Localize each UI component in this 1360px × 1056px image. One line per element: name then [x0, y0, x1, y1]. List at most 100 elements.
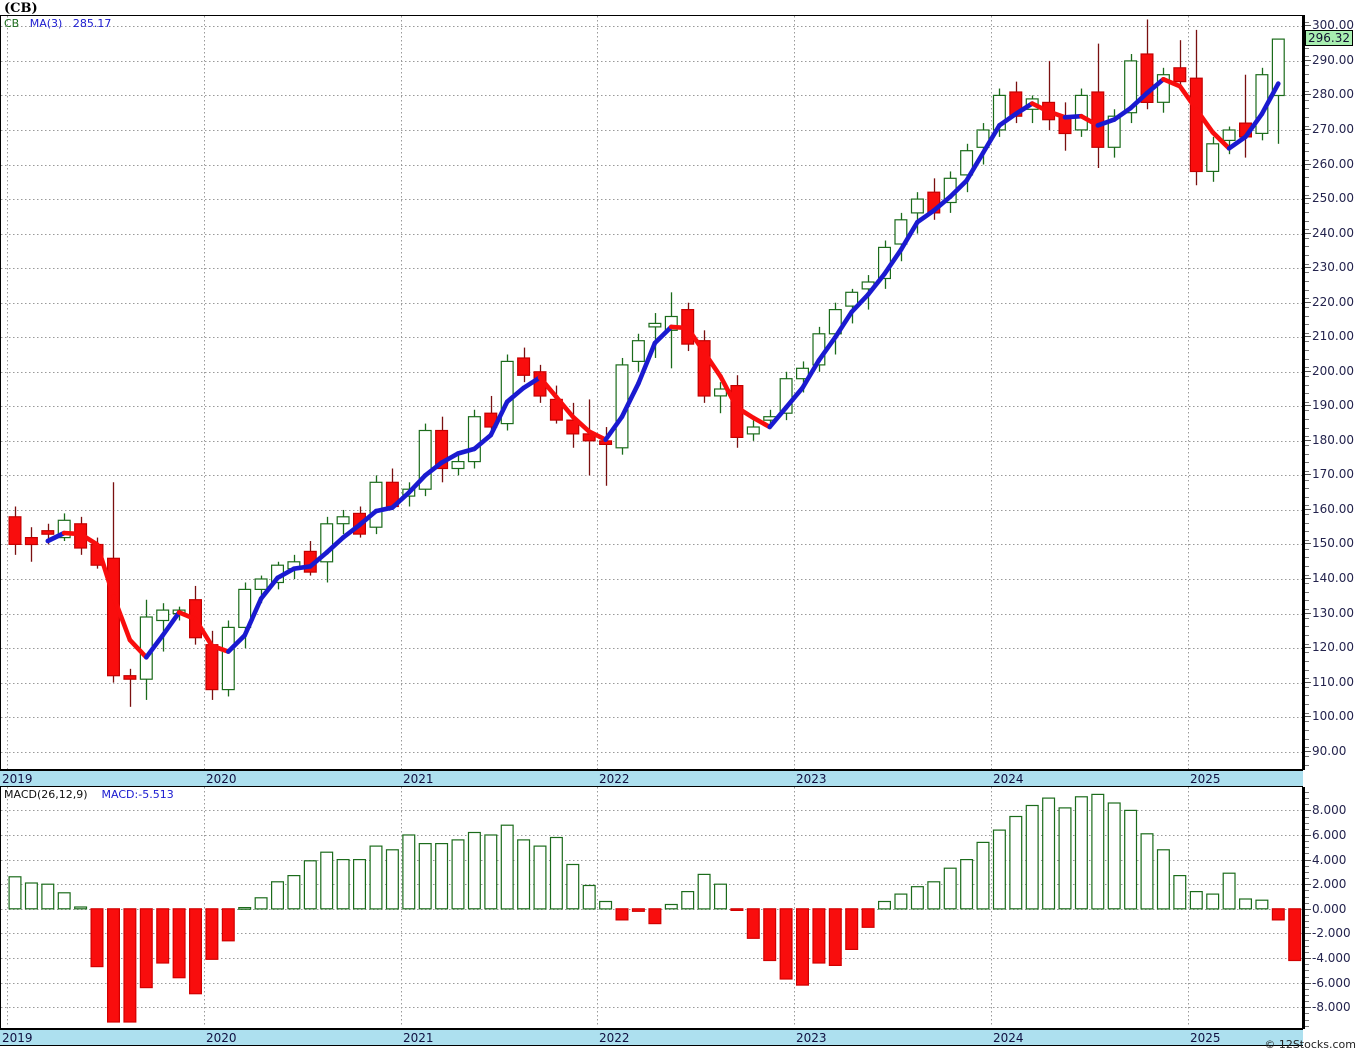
axis-minor-tick [1305, 1026, 1309, 1027]
date-axis-label: 2023 [796, 1031, 827, 1045]
axis-minor-tick [1305, 652, 1309, 653]
price-plot-area[interactable] [1, 16, 1302, 769]
axis-minor-tick [1305, 897, 1309, 898]
axis-minor-tick [1305, 540, 1309, 541]
date-axis-label: 2023 [796, 772, 827, 786]
axis-tick [1305, 302, 1311, 303]
date-axis-bottom: 2019 2020 2021 2022 2023 2024 2025 [0, 1029, 1303, 1046]
axis-tick [1305, 933, 1311, 934]
axis-tick [1305, 578, 1311, 579]
axis-minor-tick [1305, 592, 1309, 593]
axis-tick-label: 230.00 [1312, 260, 1354, 275]
axis-tick-label: -2.000 [1312, 926, 1351, 941]
axis-tick [1305, 810, 1311, 811]
axis-minor-tick [1305, 436, 1309, 437]
axis-tick [1305, 884, 1311, 885]
date-axis-label: 2022 [599, 1031, 630, 1045]
macd-chart-panel[interactable] [0, 787, 1303, 1029]
axis-tick-label: 100.00 [1312, 709, 1354, 724]
axis-tick-label: 300.00 [1312, 18, 1354, 33]
axis-tick-label: 170.00 [1312, 467, 1354, 482]
date-axis-label: 2020 [206, 1031, 237, 1045]
axis-tick-label: 120.00 [1312, 640, 1354, 655]
axis-tick [1305, 60, 1311, 61]
axis-minor-tick [1305, 108, 1309, 109]
axis-minor-tick [1305, 22, 1309, 23]
axis-minor-tick [1305, 995, 1309, 996]
axis-tick-label: -8.000 [1312, 1000, 1351, 1015]
date-axis-label: 2020 [206, 772, 237, 786]
axis-tick-label: 2.000 [1312, 877, 1347, 892]
axis-tick-label: 290.00 [1312, 52, 1354, 67]
axis-minor-tick [1305, 765, 1309, 766]
axis-minor-tick [1305, 927, 1309, 928]
axis-minor-tick [1305, 428, 1309, 429]
price-chart-panel[interactable] [0, 15, 1303, 770]
axis-minor-tick [1305, 618, 1309, 619]
axis-minor-tick [1305, 195, 1309, 196]
axis-minor-tick [1305, 480, 1309, 481]
axis-minor-tick [1305, 367, 1309, 368]
axis-minor-tick [1305, 290, 1309, 291]
axis-minor-tick [1305, 82, 1309, 83]
axis-tick [1305, 543, 1311, 544]
axis-minor-tick [1305, 575, 1309, 576]
axis-minor-tick [1305, 817, 1309, 818]
axis-minor-tick [1305, 695, 1309, 696]
axis-minor-tick [1305, 704, 1309, 705]
axis-minor-tick [1305, 65, 1309, 66]
axis-tick-label: 240.00 [1312, 225, 1354, 240]
axis-minor-tick [1305, 798, 1309, 799]
axis-minor-tick [1305, 169, 1309, 170]
axis-minor-tick [1305, 890, 1309, 891]
axis-minor-tick [1305, 272, 1309, 273]
axis-tick-label: 280.00 [1312, 87, 1354, 102]
axis-tick-label: 270.00 [1312, 121, 1354, 136]
date-axis-label: 2025 [1190, 1031, 1221, 1045]
axis-minor-tick [1305, 264, 1309, 265]
axis-minor-tick [1305, 946, 1309, 947]
axis-tick [1305, 336, 1311, 337]
axis-minor-tick [1305, 505, 1309, 506]
axis-minor-tick [1305, 626, 1309, 627]
axis-tick-label: 4.000 [1312, 852, 1347, 867]
axis-tick [1305, 440, 1311, 441]
axis-tick-label: 250.00 [1312, 191, 1354, 206]
axis-tick-label: 8.000 [1312, 803, 1347, 818]
date-axis-label: 2022 [599, 772, 630, 786]
axis-minor-tick [1305, 989, 1309, 990]
axis-tick-label: 160.00 [1312, 501, 1354, 516]
axis-minor-tick [1305, 445, 1309, 446]
axis-minor-tick [1305, 246, 1309, 247]
axis-tick [1305, 751, 1311, 752]
date-axis-label: 2019 [2, 772, 33, 786]
axis-minor-tick [1305, 385, 1309, 386]
axis-minor-tick [1305, 281, 1309, 282]
date-axis-label: 2019 [2, 1031, 33, 1045]
axis-minor-tick [1305, 117, 1309, 118]
axis-minor-tick [1305, 238, 1309, 239]
axis-minor-tick [1305, 792, 1309, 793]
axis-tick [1305, 94, 1311, 95]
axis-minor-tick [1305, 126, 1309, 127]
axis-minor-tick [1305, 151, 1309, 152]
axis-tick-label: 90.00 [1312, 743, 1347, 758]
axis-tick [1305, 129, 1311, 130]
axis-minor-tick [1305, 970, 1309, 971]
axis-minor-tick [1305, 514, 1309, 515]
axis-minor-tick [1305, 847, 1309, 848]
axis-minor-tick [1305, 823, 1309, 824]
axis-minor-tick [1305, 841, 1309, 842]
axis-minor-tick [1305, 866, 1309, 867]
axis-tick [1305, 647, 1311, 648]
axis-tick [1305, 983, 1311, 984]
date-axis-label: 2025 [1190, 772, 1221, 786]
copyright-watermark: © 12Stocks.com [1264, 1038, 1356, 1051]
axis-tick [1305, 198, 1311, 199]
axis-minor-tick [1305, 221, 1309, 222]
axis-minor-tick [1305, 497, 1309, 498]
macd-value-axis: 8.000 6.000 4.000 2.000 0.000 -2.000 -4.000 -6.… [1303, 787, 1360, 1029]
axis-minor-tick [1305, 747, 1309, 748]
macd-plot-area[interactable] [1, 787, 1302, 1027]
axis-minor-tick [1305, 229, 1309, 230]
